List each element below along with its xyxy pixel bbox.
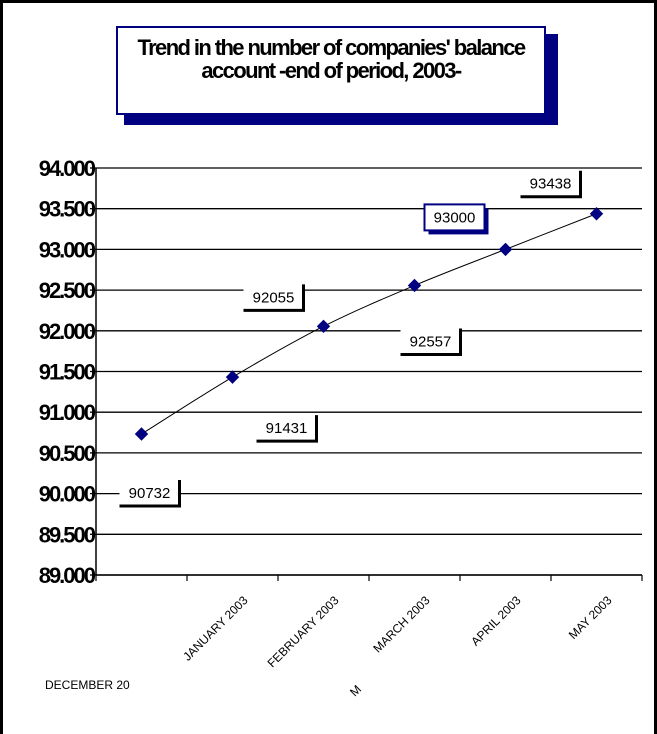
y-tick-label: 89.500: [39, 522, 96, 547]
data-label-shadow: [119, 480, 181, 508]
data-label-box: [400, 328, 461, 355]
x-tick-label: FEBRUARY 2003: [265, 593, 342, 670]
data-label-box: [423, 203, 486, 232]
data-point-marker: [407, 278, 422, 293]
data-label-shadow: [400, 328, 462, 356]
chart-title-line-1: Trend in the number of companies' balanc…: [137, 35, 526, 60]
data-label-box: [119, 480, 180, 507]
data-label: 93000: [434, 209, 476, 226]
data-label: 92557: [410, 333, 452, 350]
y-tick-label: 90.500: [39, 441, 96, 466]
data-point-marker: [225, 370, 240, 384]
x-tick-label: APRIL 2003: [468, 593, 524, 649]
x-tick-label: JANUARY 2003: [180, 593, 251, 664]
data-label-shadow: [256, 415, 318, 443]
y-tick-label: 91.500: [39, 360, 96, 385]
y-tick-label: 94.000: [39, 156, 96, 181]
footer-label: DECEMBER 20: [45, 678, 130, 692]
data-label-shadow: [243, 284, 305, 312]
data-point-marker: [134, 427, 149, 441]
data-label: 91431: [266, 420, 308, 437]
data-point-marker: [498, 242, 513, 257]
data-label: 92055: [253, 289, 295, 306]
y-tick-label: 93.500: [39, 197, 96, 222]
y-tick-label: 92.000: [39, 319, 96, 344]
chart-title: Trend in the number of companies' balanc…: [116, 26, 546, 115]
y-tick-label: 92.500: [39, 278, 96, 303]
data-point-marker: [316, 319, 331, 334]
data-label-box: [243, 284, 304, 311]
data-label-shadow: [520, 170, 582, 199]
data-label-box: [256, 415, 317, 442]
data-label: 90732: [129, 485, 171, 502]
y-tick-label: 91.000: [39, 400, 96, 425]
y-tick-label: 90.000: [39, 482, 96, 507]
y-tick-label: 93.000: [39, 237, 96, 262]
chart-title-line-2: account -end of period, 2003-: [201, 58, 462, 83]
series-line: [141, 213, 597, 435]
x-tick-label: MAY 2003: [566, 593, 615, 642]
x-tick-label: MARCH 2003: [370, 593, 432, 655]
data-label-box: [520, 170, 581, 197]
data-point-marker: [589, 207, 604, 221]
x-axis-fragment: M: [347, 682, 364, 699]
y-tick-label: 89.000: [39, 563, 96, 588]
data-label: 93438: [530, 176, 572, 193]
